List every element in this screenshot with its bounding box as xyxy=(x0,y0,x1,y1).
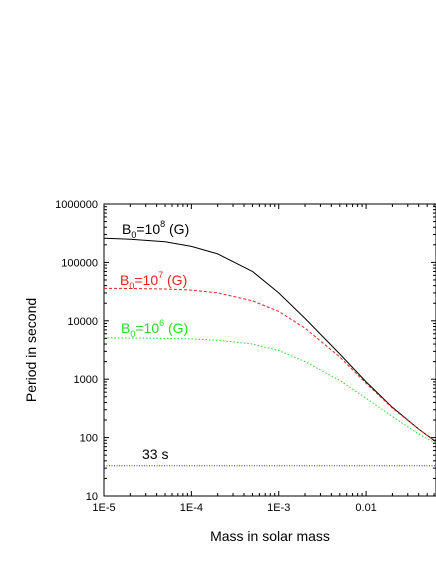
y-tick-label: 100000 xyxy=(61,257,98,269)
series-label-b6: B0=106 (G) xyxy=(121,318,188,339)
x-tick-label: 1E-5 xyxy=(92,502,115,514)
x-tick-label: 0.01 xyxy=(355,502,376,514)
series-line-0 xyxy=(103,237,436,443)
y-tick-label: 100 xyxy=(80,433,98,445)
series-lines xyxy=(103,237,436,467)
y-tick-label: 1000 xyxy=(74,374,98,386)
y-tick-label: 1000000 xyxy=(55,199,98,211)
series-line-1 xyxy=(103,287,436,443)
y-axis: 10 100 1000 10000 100000 1000000 xyxy=(55,199,436,503)
x-tick-label: 1E-3 xyxy=(267,502,290,514)
series-line-2 xyxy=(103,337,436,444)
x-tick-label: 1E-4 xyxy=(180,502,203,514)
y-tick-label: 10000 xyxy=(67,316,98,328)
series-label-b7: B0=107 (G) xyxy=(120,270,187,291)
series-label-33s: 33 s xyxy=(142,446,168,462)
y-axis-title: Period in second xyxy=(23,298,39,402)
x-axis: 1E-5 1E-4 1E-3 0.01 xyxy=(92,204,435,514)
series-label-b8: B0=108 (G) xyxy=(122,219,189,240)
x-axis-title: Mass in solar mass xyxy=(210,528,330,544)
y-tick-label: 10 xyxy=(86,491,98,503)
